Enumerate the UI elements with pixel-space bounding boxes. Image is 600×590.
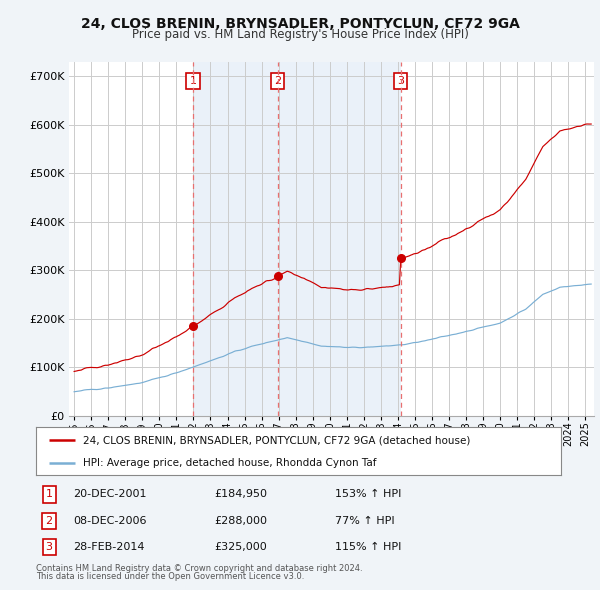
Text: 24, CLOS BRENIN, BRYNSADLER, PONTYCLUN, CF72 9GA (detached house): 24, CLOS BRENIN, BRYNSADLER, PONTYCLUN, … [83,435,470,445]
Text: 2: 2 [46,516,53,526]
Text: 115% ↑ HPI: 115% ↑ HPI [335,542,401,552]
Text: 2: 2 [274,76,281,86]
Text: Contains HM Land Registry data © Crown copyright and database right 2024.: Contains HM Land Registry data © Crown c… [36,564,362,573]
Text: 20-DEC-2001: 20-DEC-2001 [73,489,146,499]
Text: £325,000: £325,000 [215,542,267,552]
Text: 1: 1 [46,489,53,499]
Text: 77% ↑ HPI: 77% ↑ HPI [335,516,395,526]
Text: £184,950: £184,950 [215,489,268,499]
Bar [193,62,278,416]
Text: 3: 3 [397,76,404,86]
Text: Price paid vs. HM Land Registry's House Price Index (HPI): Price paid vs. HM Land Registry's House … [131,28,469,41]
Text: 3: 3 [46,542,53,552]
Text: This data is licensed under the Open Government Licence v3.0.: This data is licensed under the Open Gov… [36,572,304,581]
Text: 153% ↑ HPI: 153% ↑ HPI [335,489,401,499]
Bar [278,62,401,416]
Text: 08-DEC-2006: 08-DEC-2006 [73,516,146,526]
Text: £288,000: £288,000 [215,516,268,526]
Text: 28-FEB-2014: 28-FEB-2014 [73,542,144,552]
Text: HPI: Average price, detached house, Rhondda Cynon Taf: HPI: Average price, detached house, Rhon… [83,458,377,468]
Text: 1: 1 [190,76,196,86]
Text: 24, CLOS BRENIN, BRYNSADLER, PONTYCLUN, CF72 9GA: 24, CLOS BRENIN, BRYNSADLER, PONTYCLUN, … [80,17,520,31]
